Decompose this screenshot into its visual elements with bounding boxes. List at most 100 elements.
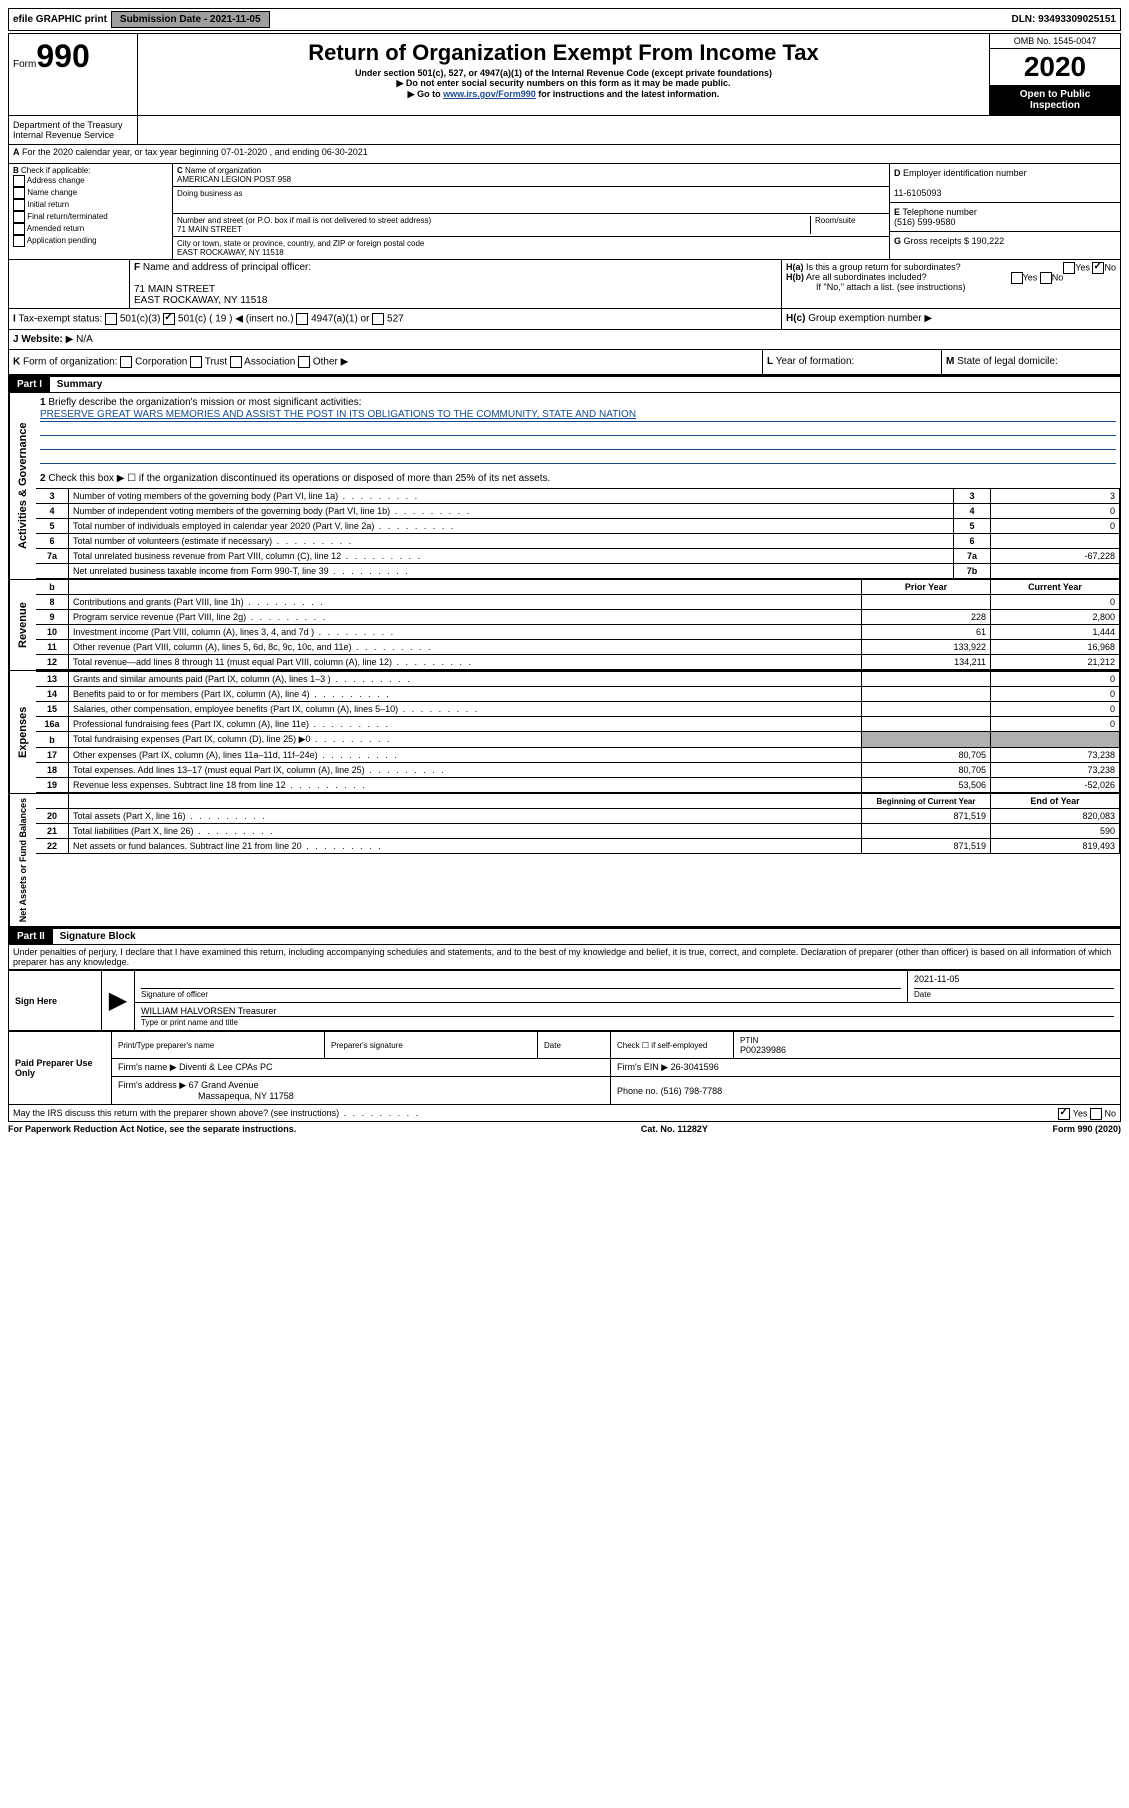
table-row: 11Other revenue (Part VIII, column (A), … [36, 640, 1120, 655]
name-change-checkbox[interactable] [13, 187, 25, 199]
rev-b-cell: b [36, 580, 69, 595]
paid-preparer-block: Paid Preparer Use Only Print/Type prepar… [8, 1031, 1121, 1105]
section-c: C Name of organization AMERICAN LEGION P… [173, 164, 890, 259]
net-assets-label: Net Assets or Fund Balances [9, 794, 36, 926]
org-address: 71 MAIN STREET [177, 225, 242, 234]
table-row: bTotal fundraising expenses (Part IX, co… [36, 732, 1120, 748]
table-row: 8Contributions and grants (Part VIII, li… [36, 595, 1120, 610]
tax-year: 2020 [990, 49, 1120, 85]
revenue-table: b Prior Year Current Year 8Contributions… [36, 580, 1120, 670]
form-number-block: Form990 [9, 34, 138, 115]
501c3-checkbox[interactable] [105, 313, 117, 325]
table-row: 20Total assets (Part X, line 16)871,5198… [36, 809, 1120, 824]
mission-text: PRESERVE GREAT WARS MEMORIES AND ASSIST … [40, 409, 636, 420]
current-year-header: Current Year [991, 580, 1120, 595]
sign-here-block: Sign Here ▶ Signature of officer 2021-11… [8, 970, 1121, 1031]
net-assets-table: Beginning of Current Year End of Year 20… [36, 794, 1120, 854]
dln-label: DLN: 93493309025151 [1011, 14, 1116, 25]
section-i: I Tax-exempt status: 501(c)(3) 501(c) ( … [9, 308, 1120, 329]
table-row: 7aTotal unrelated business revenue from … [36, 549, 1120, 564]
table-row: 10Investment income (Part VIII, column (… [36, 625, 1120, 640]
org-name: AMERICAN LEGION POST 958 [177, 175, 291, 184]
section-h: H(a) Is this a group return for subordin… [782, 260, 1120, 308]
begin-year-header: Beginning of Current Year [862, 794, 991, 809]
table-row: 15Salaries, other compensation, employee… [36, 702, 1120, 717]
expenses-label: Expenses [9, 671, 36, 793]
officer-name: WILLIAM HALVORSEN Treasurer [141, 1006, 276, 1016]
table-row: 21Total liabilities (Part X, line 26)590 [36, 824, 1120, 839]
table-row: 13Grants and similar amounts paid (Part … [36, 672, 1120, 687]
form-note-ssn: Do not enter social security numbers on … [142, 78, 985, 89]
discuss-no-checkbox[interactable] [1090, 1108, 1102, 1120]
section-b: B Check if applicable: Address change Na… [9, 164, 173, 259]
table-row: 5Total number of individuals employed in… [36, 519, 1120, 534]
501c-checkbox[interactable] [163, 313, 175, 325]
table-row: 17Other expenses (Part IX, column (A), l… [36, 748, 1120, 763]
form-header: Form990 Return of Organization Exempt Fr… [8, 33, 1121, 116]
section-j: J Website: ▶ N/A [9, 329, 1120, 349]
addr-change-checkbox[interactable] [13, 175, 25, 187]
ha-no-checkbox[interactable] [1092, 262, 1104, 274]
omb-number: OMB No. 1545-0047 [990, 34, 1120, 49]
table-row: 18Total expenses. Add lines 13–17 (must … [36, 763, 1120, 778]
section-klm: K Form of organization: Corporation Trus… [9, 349, 1120, 374]
part2-title: Signature Block [56, 929, 140, 944]
4947-checkbox[interactable] [296, 313, 308, 325]
form-title: Return of Organization Exempt From Incom… [142, 40, 985, 66]
table-row: 14Benefits paid to or for members (Part … [36, 687, 1120, 702]
table-row: 22Net assets or fund balances. Subtract … [36, 839, 1120, 854]
inspection-badge: Open to Public Inspection [990, 85, 1120, 115]
expenses-table: 13Grants and similar amounts paid (Part … [36, 671, 1120, 793]
prior-year-header: Prior Year [862, 580, 991, 595]
trust-checkbox[interactable] [190, 356, 202, 368]
org-city: EAST ROCKAWAY, NY 11518 [177, 248, 284, 257]
hb-no-checkbox[interactable] [1040, 272, 1052, 284]
discuss-yes-checkbox[interactable] [1058, 1108, 1070, 1120]
table-row: Net unrelated business taxable income fr… [36, 564, 1120, 579]
table-row: 9Program service revenue (Part VIII, lin… [36, 610, 1120, 625]
section-f: F Name and address of principal officer:… [130, 260, 782, 308]
table-row: 12Total revenue—add lines 8 through 11 (… [36, 655, 1120, 670]
initial-return-checkbox[interactable] [13, 199, 25, 211]
gross-receipts: 190,222 [972, 236, 1005, 246]
governance-table: 3Number of voting members of the governi… [36, 488, 1120, 579]
form-subtitle: Under section 501(c), 527, or 4947(a)(1)… [142, 68, 985, 78]
ha-yes-checkbox[interactable] [1063, 262, 1075, 274]
part2-header: Part II [9, 929, 53, 944]
form-title-block: Return of Organization Exempt From Incom… [138, 34, 990, 115]
final-return-checkbox[interactable] [13, 211, 25, 223]
app-pending-checkbox[interactable] [13, 235, 25, 247]
other-checkbox[interactable] [298, 356, 310, 368]
revenue-label: Revenue [9, 580, 36, 670]
527-checkbox[interactable] [372, 313, 384, 325]
submission-date-button[interactable]: Submission Date - 2021-11-05 [111, 11, 270, 28]
table-row: 4Number of independent voting members of… [36, 504, 1120, 519]
governance-label: Activities & Governance [9, 393, 36, 579]
dept-label: Department of the Treasury Internal Reve… [9, 116, 138, 144]
assoc-checkbox[interactable] [230, 356, 242, 368]
declaration-text: Under penalties of perjury, I declare th… [8, 945, 1121, 970]
header-right-block: OMB No. 1545-0047 2020 Open to Public In… [990, 34, 1120, 115]
hb-yes-checkbox[interactable] [1011, 272, 1023, 284]
ein-value: 11-6105093 [894, 188, 941, 198]
corp-checkbox[interactable] [120, 356, 132, 368]
line-a: A For the 2020 calendar year, or tax yea… [9, 145, 1120, 164]
firm-name: Diventi & Lee CPAs PC [179, 1062, 272, 1072]
table-row: 3Number of voting members of the governi… [36, 489, 1120, 504]
firm-phone: (516) 798-7788 [661, 1086, 723, 1096]
form-note-link: ▶ Go to www.irs.gov/Form990 for instruct… [142, 89, 985, 100]
section-deg: D Employer identification number 11-6105… [890, 164, 1120, 259]
table-row: 6Total number of volunteers (estimate if… [36, 534, 1120, 549]
table-row: 16aProfessional fundraising fees (Part I… [36, 717, 1120, 732]
part1-title: Summary [53, 377, 107, 392]
discuss-row: May the IRS discuss this return with the… [8, 1105, 1121, 1122]
end-year-header: End of Year [991, 794, 1120, 809]
ptin-value: P00239986 [740, 1045, 786, 1055]
table-row: 19Revenue less expenses. Subtract line 1… [36, 778, 1120, 793]
irs-link[interactable]: www.irs.gov/Form990 [443, 89, 536, 99]
amended-return-checkbox[interactable] [13, 223, 25, 235]
part1-header: Part I [9, 377, 50, 392]
phone-value: (516) 599-9580 [894, 217, 956, 227]
page-footer: For Paperwork Reduction Act Notice, see … [8, 1122, 1121, 1136]
efile-label: efile GRAPHIC print [13, 14, 107, 25]
